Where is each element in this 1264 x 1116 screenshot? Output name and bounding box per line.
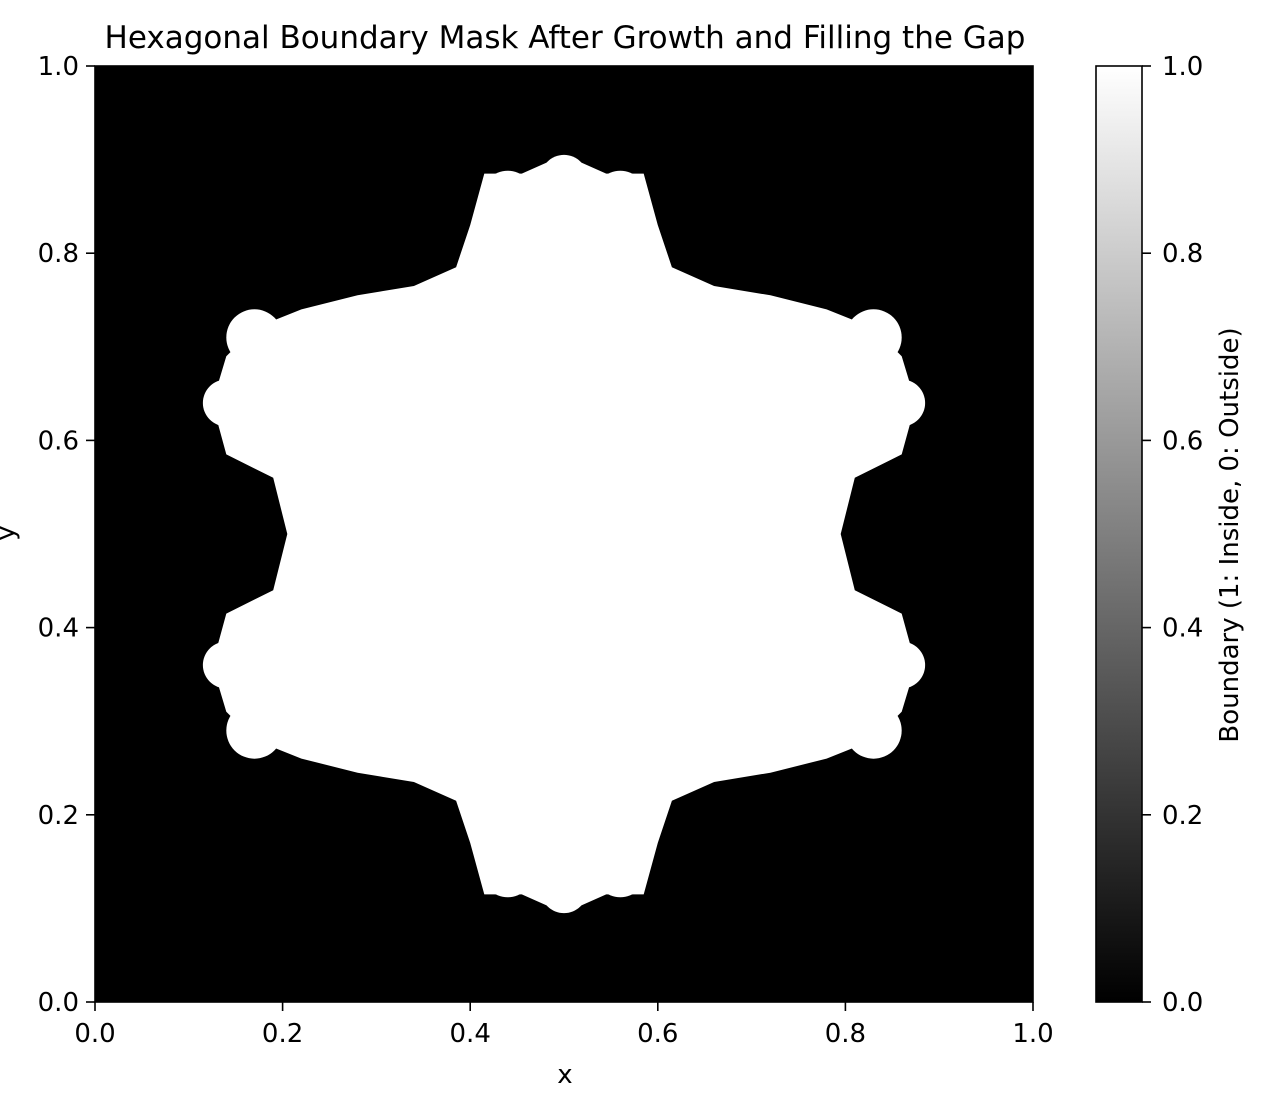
mask-lobe — [202, 379, 250, 427]
x-tick-label: 0.0 — [74, 1019, 115, 1049]
colorbar-gradient — [1095, 65, 1143, 1003]
colorbar-ticks: 0.0 0.2 0.4 0.6 0.8 1.0 — [1142, 52, 1203, 1018]
mask-lobe — [878, 379, 926, 427]
mask-lobes — [202, 154, 926, 914]
mask-lobe — [878, 641, 926, 689]
mask-lobe — [540, 866, 588, 914]
colorbar-label: Boundary (1: Inside, 0: Outside) — [1215, 327, 1245, 742]
colorbar-tick-label: 0.0 — [1162, 988, 1203, 1018]
y-tick-label: 0.8 — [38, 239, 79, 269]
plot-frame — [94, 65, 1034, 1003]
y-tick-label: 0.0 — [38, 988, 79, 1018]
mask-lobe — [202, 641, 250, 689]
x-axis: 0.0 0.2 0.4 0.6 0.8 1.0 — [74, 1002, 1054, 1049]
mask-lobe — [226, 309, 283, 366]
colorbar: 0.0 0.2 0.4 0.6 0.8 1.0 — [1095, 52, 1203, 1018]
mask-lobe — [481, 844, 534, 898]
colorbar-tick-label: 0.6 — [1162, 426, 1203, 456]
colorbar-tick-label: 0.4 — [1162, 614, 1203, 644]
y-axis: 0.0 0.2 0.4 0.6 0.8 1.0 — [38, 52, 95, 1018]
mask-lobe — [845, 309, 902, 366]
y-tick-label: 0.6 — [38, 426, 79, 456]
mask-lobe — [594, 844, 647, 898]
y-axis-label: y — [0, 525, 21, 540]
x-tick-label: 1.0 — [1012, 1019, 1053, 1049]
y-tick-label: 0.2 — [38, 801, 79, 831]
chart-title: Hexagonal Boundary Mask After Growth and… — [105, 20, 1026, 56]
colorbar-tick-label: 0.8 — [1162, 239, 1203, 269]
y-tick-label: 0.4 — [38, 614, 79, 644]
x-tick-label: 0.6 — [637, 1019, 678, 1049]
y-tick-label: 1.0 — [38, 52, 79, 82]
mask-lobe — [481, 170, 534, 224]
x-tick-label: 0.4 — [450, 1019, 491, 1049]
x-tick-label: 0.2 — [262, 1019, 303, 1049]
plot-area — [94, 65, 1034, 1003]
mask-lobe — [540, 154, 588, 202]
mask-lobe — [594, 170, 647, 224]
mask-inside-region — [212, 154, 916, 914]
mask-lobe — [845, 702, 902, 759]
colorbar-tick-label: 1.0 — [1162, 52, 1203, 82]
mask-lobe — [226, 702, 283, 759]
colorbar-tick-label: 0.2 — [1162, 801, 1203, 831]
x-tick-label: 0.8 — [825, 1019, 866, 1049]
x-axis-label: x — [557, 1060, 572, 1090]
